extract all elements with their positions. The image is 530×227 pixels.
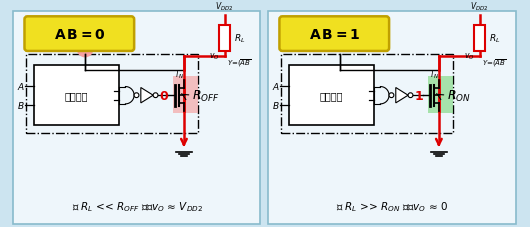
Text: $R_{OFF}$: $R_{OFF}$: [192, 88, 219, 103]
Bar: [428, 77, 453, 113]
Text: 当 $R_L$ << $R_{OFF}$ 时，$v_O$ ≈ $V_{DD2}$: 当 $R_L$ << $R_{OFF}$ 时，$v_O$ ≈ $V_{DD2}$: [72, 199, 202, 213]
Text: $V_{DD1}$: $V_{DD1}$: [77, 45, 93, 54]
Text: $B$: $B$: [272, 100, 279, 111]
Text: $\mathbf{A\,B = 1}$: $\mathbf{A\,B = 1}$: [308, 27, 360, 42]
Text: $A$: $A$: [271, 81, 280, 92]
Text: $A$: $A$: [16, 81, 24, 92]
Bar: [173, 77, 198, 113]
Text: $\mathbf{0}$: $\mathbf{0}$: [159, 89, 169, 102]
FancyBboxPatch shape: [24, 17, 134, 52]
Text: $V_{DD1}$: $V_{DD1}$: [331, 32, 349, 45]
Circle shape: [153, 93, 158, 98]
Bar: [34, 66, 119, 126]
Text: 内部逻辑: 内部逻辑: [65, 91, 88, 101]
Text: $T_N$: $T_N$: [429, 69, 439, 81]
Text: $Y$=($\overline{AB}$: $Y$=($\overline{AB}$: [482, 57, 507, 69]
Bar: [13, 12, 260, 224]
Bar: [219, 26, 231, 52]
Text: $v_O$: $v_O$: [209, 51, 220, 62]
Bar: [289, 66, 374, 126]
FancyBboxPatch shape: [279, 17, 389, 52]
Polygon shape: [141, 88, 153, 104]
Text: $V_{DD2}$: $V_{DD2}$: [215, 1, 234, 13]
Text: $R_{ON}$: $R_{ON}$: [447, 88, 471, 103]
Text: $v_O$: $v_O$: [464, 51, 475, 62]
Text: $V_{DD2}$: $V_{DD2}$: [471, 1, 489, 13]
Polygon shape: [396, 88, 408, 104]
Text: 当 $R_L$ >> $R_{ON}$ 时，$v_O$ ≈ 0: 当 $R_L$ >> $R_{ON}$ 时，$v_O$ ≈ 0: [336, 199, 448, 213]
Circle shape: [408, 93, 413, 98]
Text: $T_N$: $T_N$: [174, 69, 184, 81]
Circle shape: [134, 93, 139, 98]
Text: $B$: $B$: [17, 100, 24, 111]
Circle shape: [389, 93, 394, 98]
Bar: [268, 12, 516, 224]
Text: 内部逻辑: 内部逻辑: [320, 91, 343, 101]
Text: $\mathbf{1}$: $\mathbf{1}$: [414, 89, 423, 102]
Text: $R_L$: $R_L$: [489, 32, 501, 45]
Circle shape: [77, 42, 93, 57]
Text: $\mathbf{A\,B = 0}$: $\mathbf{A\,B = 0}$: [54, 27, 105, 42]
Bar: [281, 54, 453, 133]
Bar: [26, 54, 198, 133]
Text: $Y$=($\overline{AB}$: $Y$=($\overline{AB}$: [227, 57, 252, 69]
Bar: [474, 26, 485, 52]
Text: $R_L$: $R_L$: [234, 32, 245, 45]
